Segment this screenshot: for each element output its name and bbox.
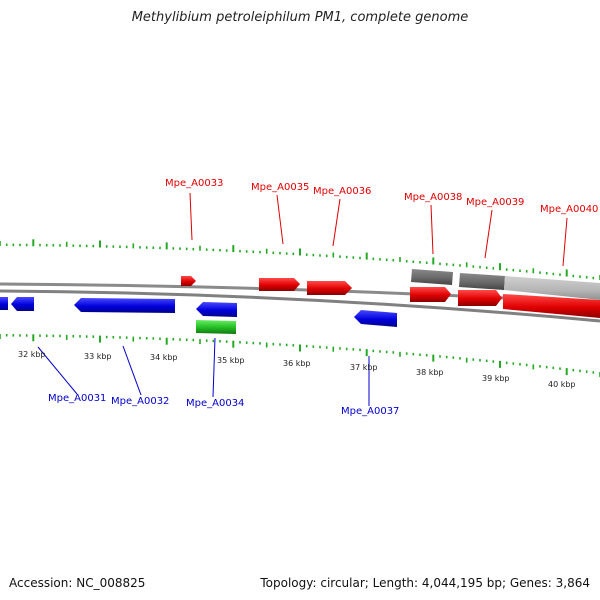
gene-mpe-a0040[interactable]: [503, 294, 600, 318]
gene-left-edge-1[interactable]: [0, 297, 8, 310]
label-mpe-a0032[interactable]: Mpe_A0032: [111, 396, 170, 407]
label-mpe-a0040[interactable]: Mpe_A0040: [540, 204, 599, 215]
scale-label: 37 kbp: [350, 363, 378, 372]
scale-label: 34 kbp: [150, 353, 178, 362]
gene-mpe-a0039[interactable]: [458, 290, 502, 306]
gene-mpe-a0032[interactable]: [74, 298, 175, 313]
scale-label: 38 kbp: [416, 368, 444, 377]
gene-mpe-a0038[interactable]: [410, 287, 451, 302]
outer-tick-track: [0, 239, 600, 280]
genome-summary-text: Topology: circular; Length: 4,044,195 bp…: [260, 576, 590, 590]
accession-text: Accession: NC_008825: [9, 576, 146, 590]
label-mpe-a0033[interactable]: Mpe_A0033: [165, 178, 224, 189]
gene-mpe-a0037[interactable]: [354, 310, 397, 327]
gene-mpe-a0034[interactable]: [196, 302, 237, 317]
map-title: Methylibium petroleiphilum PM1, complete…: [131, 10, 469, 25]
label-mpe-a0034[interactable]: Mpe_A0034: [186, 398, 245, 409]
gene-mpe-a0033[interactable]: [181, 276, 196, 286]
label-mpe-a0037[interactable]: Mpe_A0037: [341, 406, 400, 417]
scale-label: 40 kbp: [548, 380, 576, 389]
scale-label: 33 kbp: [84, 352, 112, 361]
backbone-inner: [0, 289, 600, 323]
repeat-region-2: [459, 273, 505, 290]
inner-tick-track: [0, 334, 600, 377]
label-mpe-a0038[interactable]: Mpe_A0038: [404, 192, 463, 203]
gene-mpe-a0036[interactable]: [307, 281, 352, 295]
label-mpe-a0036[interactable]: Mpe_A0036: [313, 186, 372, 197]
scale-label: 36 kbp: [283, 359, 311, 368]
scale-label: 32 kbp: [18, 350, 46, 359]
label-mpe-a0035[interactable]: Mpe_A0035: [251, 182, 310, 193]
scale-label: 35 kbp: [217, 356, 245, 365]
forward-leader-lines: [189, 192, 568, 267]
label-mpe-a0039[interactable]: Mpe_A0039: [466, 197, 525, 208]
gene-mpe-a0035[interactable]: [259, 278, 300, 291]
reverse-leader-lines: [37, 337, 370, 406]
rna-gene[interactable]: [196, 320, 236, 334]
repeat-region-1: [411, 269, 453, 285]
scale-label: 39 kbp: [482, 374, 510, 383]
label-mpe-a0031[interactable]: Mpe_A0031: [48, 393, 107, 404]
gene-mpe-a0031[interactable]: [11, 297, 34, 311]
repeat-region-3: [504, 276, 600, 300]
